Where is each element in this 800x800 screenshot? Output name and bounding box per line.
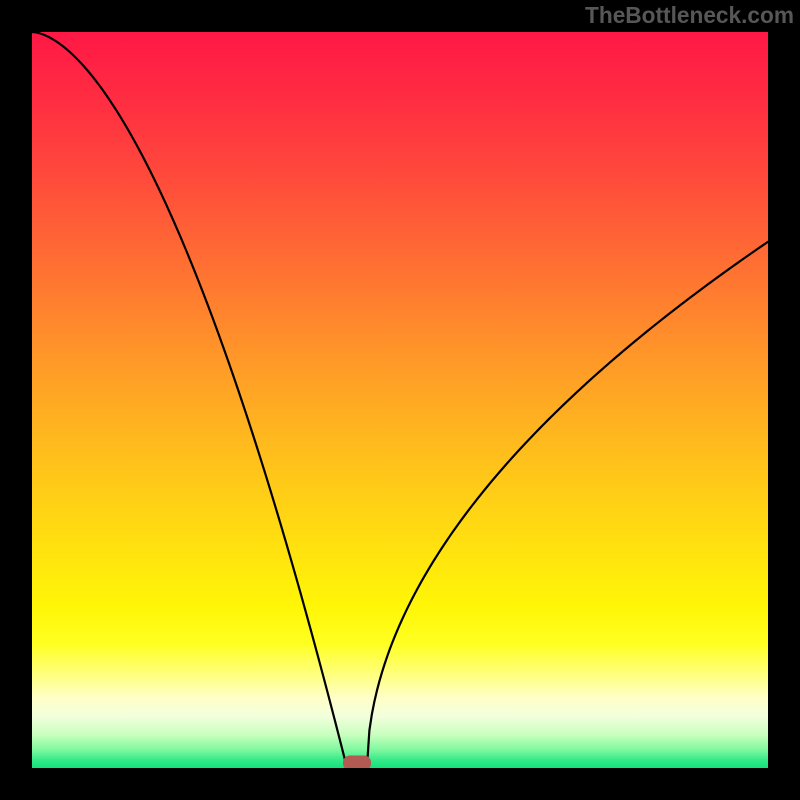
trough-marker bbox=[343, 755, 371, 768]
plot-area bbox=[32, 32, 768, 768]
bottleneck-curve bbox=[32, 32, 768, 768]
watermark-text: TheBottleneck.com bbox=[585, 2, 794, 29]
